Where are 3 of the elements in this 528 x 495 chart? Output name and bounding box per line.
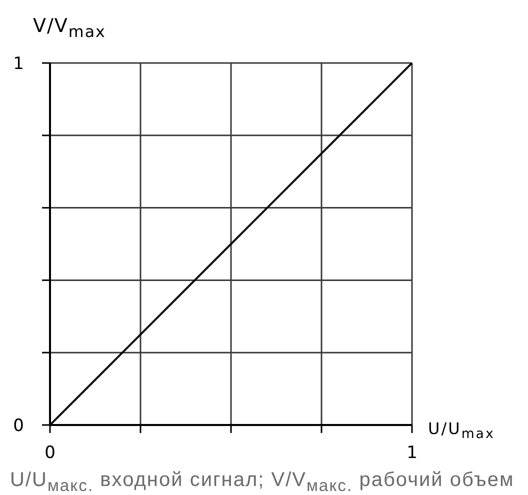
- x-axis-title: U/U$_{max}$: [428, 419, 495, 444]
- text: U/U$_{макс.}$ входной сигнал; V/V$_{макс.}$ рабочий объем: [10, 469, 514, 495]
- y-axis-title: V/V$_{max}$: [33, 14, 106, 43]
